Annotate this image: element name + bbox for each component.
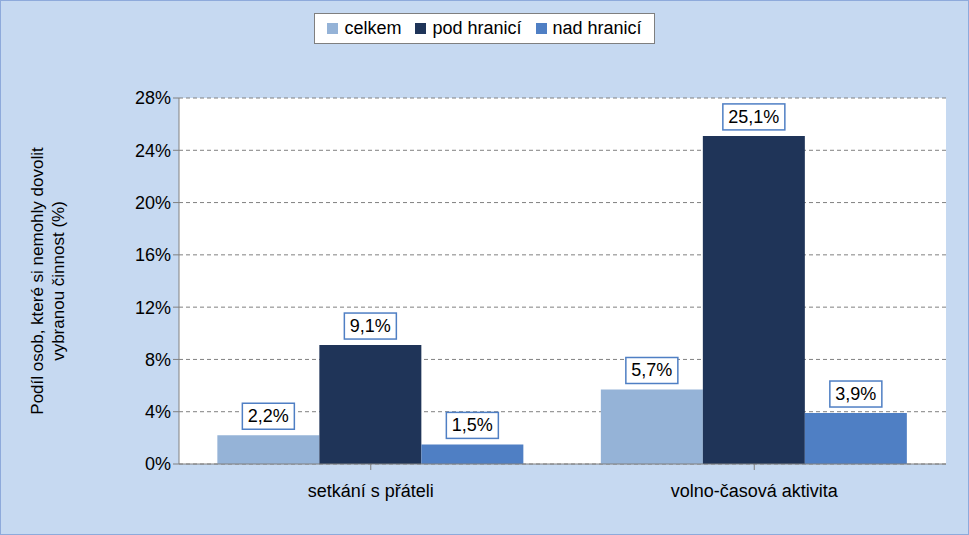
- svg-text:28%: 28%: [135, 88, 171, 108]
- html-text:nad hranicí: nad hranicí: [552, 18, 642, 38]
- svg-text:4%: 4%: [145, 402, 171, 422]
- svg-text:Podíl osob, které si nemohly d: Podíl osob, které si nemohly dovolitvybr…: [28, 147, 68, 415]
- svg-text:25,1%: 25,1%: [728, 107, 779, 127]
- svg-text:volno-časová aktivita: volno-časová aktivita: [671, 481, 839, 501]
- svg-text:0%: 0%: [145, 454, 171, 474]
- svg-text:16%: 16%: [135, 245, 171, 265]
- svg-text:20%: 20%: [135, 193, 171, 213]
- svg-text:8%: 8%: [145, 350, 171, 370]
- svg-text:2,2%: 2,2%: [248, 406, 289, 426]
- svg-text:12%: 12%: [135, 298, 171, 318]
- svg-text:9,1%: 9,1%: [350, 316, 391, 336]
- svg-text:3,9%: 3,9%: [835, 384, 876, 404]
- svg-text:24%: 24%: [135, 141, 171, 161]
- html-text:celkem: celkem: [344, 18, 402, 38]
- html-text:pod hranicí: pod hranicí: [432, 18, 522, 38]
- svg-text:5,7%: 5,7%: [631, 360, 672, 380]
- svg-text:1,5%: 1,5%: [452, 415, 493, 435]
- svg-text:setkání s přáteli: setkání s přáteli: [308, 481, 434, 501]
